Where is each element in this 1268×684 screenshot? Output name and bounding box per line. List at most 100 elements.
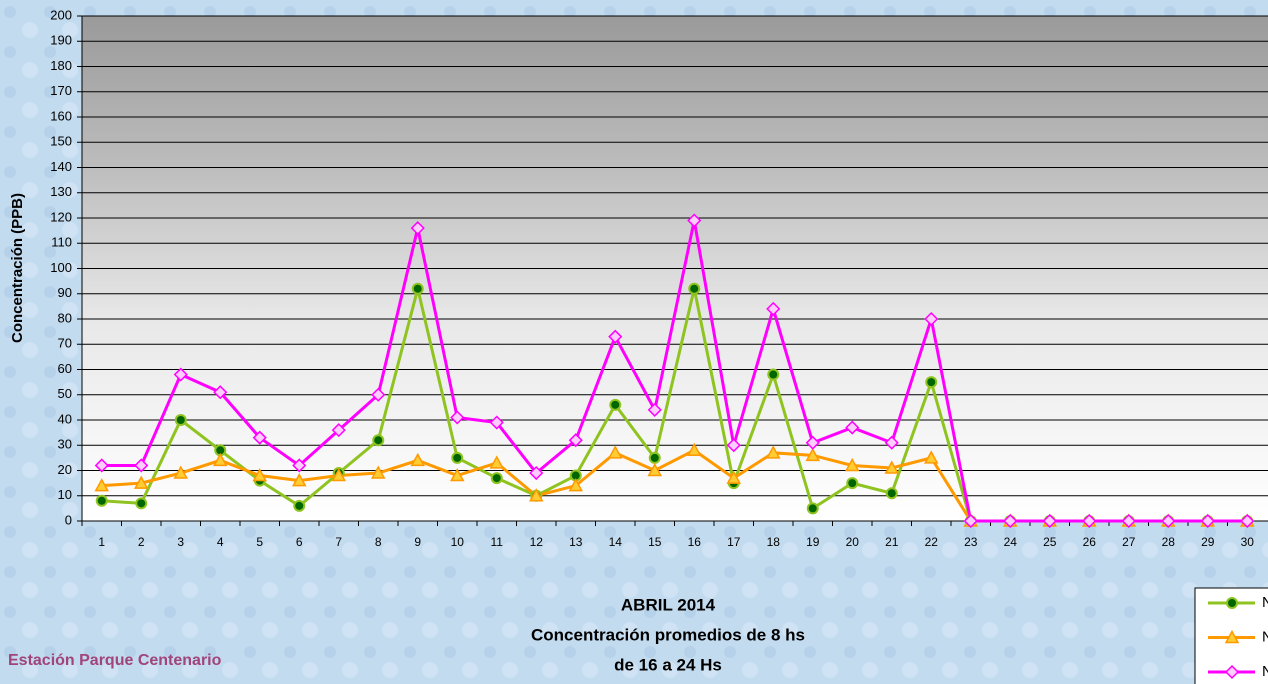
x-tick-label: 14 (609, 535, 623, 549)
x-tick-label: 19 (806, 535, 820, 549)
y-tick-label: 140 (50, 159, 72, 174)
marker (1161, 513, 1176, 529)
marker (292, 458, 307, 473)
station-label: Estación Parque Centenario (8, 652, 222, 669)
legend-label: N (1262, 628, 1268, 645)
marker (331, 423, 346, 438)
marker (1226, 597, 1238, 609)
y-tick-label: 180 (50, 58, 72, 73)
y-tick-label: 100 (50, 260, 72, 275)
marker (568, 478, 584, 492)
marker (1240, 513, 1255, 529)
marker (1200, 513, 1215, 529)
x-tick-label: 22 (925, 535, 939, 549)
y-tick-label: 130 (50, 184, 72, 199)
marker (135, 497, 148, 510)
x-tick-label: 18 (767, 535, 781, 549)
x-tick-label: 28 (1162, 535, 1176, 549)
marker (410, 452, 426, 467)
marker (372, 434, 385, 447)
marker (805, 447, 821, 462)
marker (845, 420, 860, 435)
marker (726, 438, 741, 453)
marker (648, 451, 661, 464)
marker (489, 415, 504, 430)
marker (766, 301, 781, 316)
x-tick-label: 24 (1004, 535, 1018, 549)
marker (608, 329, 623, 344)
y-tick-label: 70 (58, 336, 72, 351)
marker (765, 445, 781, 459)
y-tick-label: 0 (65, 512, 72, 527)
marker (686, 442, 702, 457)
marker (1082, 513, 1097, 529)
y-tick-label: 80 (58, 310, 72, 325)
x-tick-label: 4 (217, 535, 224, 549)
marker (173, 465, 189, 479)
x-tick-label: 29 (1201, 535, 1215, 549)
marker (647, 402, 662, 417)
marker (568, 433, 583, 448)
marker (963, 513, 978, 529)
marker (1003, 513, 1018, 529)
y-tick-label: 150 (50, 134, 72, 149)
x-tick-label: 27 (1122, 535, 1136, 549)
marker (925, 376, 938, 389)
x-tick-label: 16 (688, 535, 702, 549)
x-tick-label: 9 (414, 535, 421, 549)
marker (95, 494, 108, 507)
y-tick-label: 30 (58, 437, 72, 452)
marker (489, 455, 505, 469)
x-tick-label: 17 (727, 535, 741, 549)
marker (805, 435, 820, 450)
marker (923, 450, 939, 464)
marker (252, 430, 267, 445)
marker (370, 465, 386, 479)
marker (411, 282, 424, 295)
x-tick-label: 23 (964, 535, 978, 549)
x-tick-label: 6 (296, 535, 303, 549)
marker (529, 465, 544, 481)
marker (94, 478, 110, 492)
marker (252, 467, 268, 482)
marker (884, 435, 899, 450)
marker (885, 487, 898, 500)
subtitle: de 16 a 24 Hs (614, 655, 722, 674)
x-tick-label: 1 (98, 535, 105, 549)
y-tick-label: 190 (50, 33, 72, 48)
x-tick-label: 25 (1043, 535, 1057, 549)
marker (173, 367, 188, 382)
x-tick-label: 13 (569, 535, 583, 549)
marker (767, 368, 780, 381)
y-tick-label: 20 (58, 462, 72, 477)
marker (846, 477, 859, 490)
marker (213, 385, 228, 400)
marker (528, 488, 544, 502)
marker (844, 457, 860, 472)
x-tick-label: 12 (530, 535, 544, 549)
marker (687, 213, 702, 228)
y-tick-label: 160 (50, 108, 72, 123)
marker (371, 387, 386, 402)
x-tick-label: 11 (491, 535, 504, 549)
x-tick-label: 15 (648, 535, 662, 549)
marker (449, 467, 465, 482)
x-tick-label: 7 (335, 535, 342, 549)
marker (94, 458, 109, 473)
y-axis-label: Concentración (PPB) (9, 193, 26, 343)
y-tick-label: 110 (51, 235, 72, 250)
marker (1042, 513, 1057, 529)
y-tick-label: 170 (50, 83, 72, 98)
marker (1224, 629, 1240, 644)
marker (647, 462, 663, 477)
x-tick-label: 21 (885, 535, 899, 549)
x-tick-label: 20 (846, 535, 860, 549)
x-tick-label: 5 (256, 535, 263, 549)
x-tick-label: 2 (138, 535, 145, 549)
marker (884, 460, 900, 474)
marker (212, 452, 228, 467)
marker (1121, 513, 1136, 529)
y-tick-label: 10 (58, 487, 72, 502)
marker (134, 458, 149, 473)
